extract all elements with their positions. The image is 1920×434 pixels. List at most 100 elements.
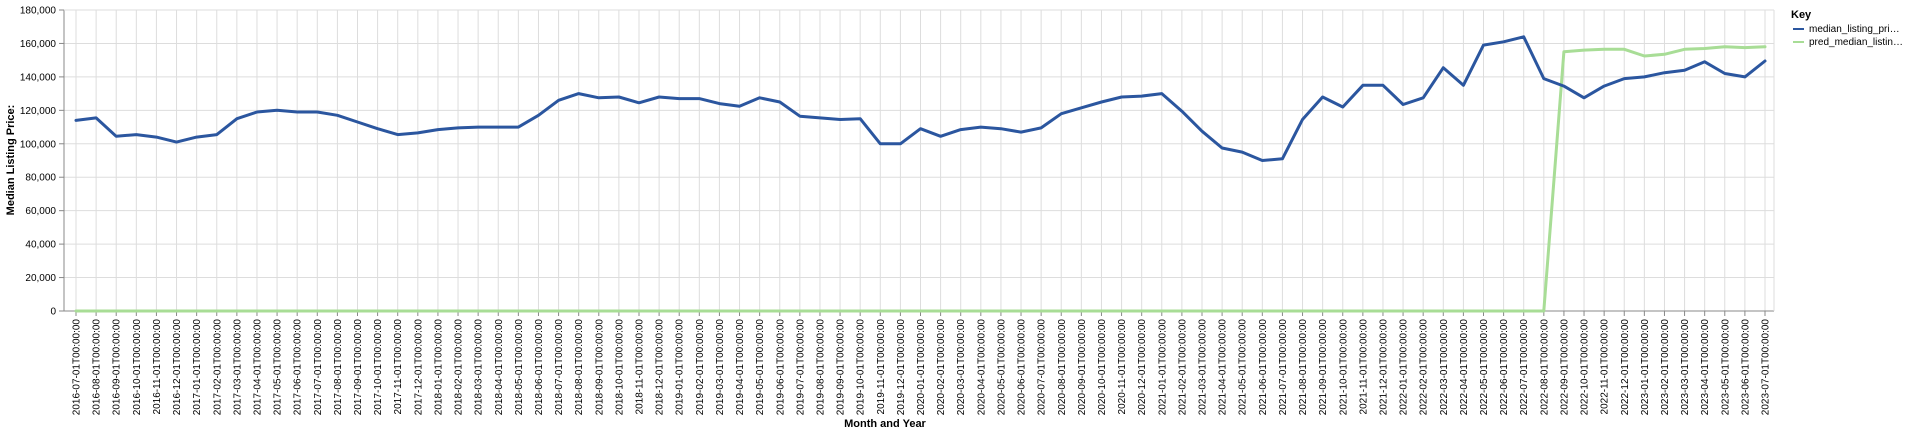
x-tick-label: 2016-09-01T00:00:00	[112, 319, 123, 416]
x-tick-label: 2017-12-01T00:00:00	[413, 319, 424, 416]
x-tick-label: 2021-07-01T00:00:00	[1278, 319, 1289, 416]
x-tick-label: 2017-09-01T00:00:00	[353, 319, 364, 416]
x-tick-label: 2018-04-01T00:00:00	[494, 319, 505, 416]
x-tick-label: 2017-11-01T00:00:00	[393, 319, 404, 415]
series-line-1	[74, 45, 1767, 313]
x-axis-title: Month and Year	[844, 418, 926, 430]
legend-label: pred_median_listin…	[1809, 37, 1903, 48]
x-tick-label: 2023-02-01T00:00:00	[1660, 319, 1671, 416]
y-axis-title: Median Listing Price:	[5, 105, 17, 216]
x-tick-label: 2018-06-01T00:00:00	[534, 319, 545, 416]
x-tick-label: 2018-03-01T00:00:00	[474, 319, 485, 416]
x-tick-label: 2018-12-01T00:00:00	[655, 319, 666, 416]
x-tick-label: 2017-03-01T00:00:00	[232, 319, 243, 416]
x-tick-label: 2018-02-01T00:00:00	[454, 319, 465, 416]
x-tick-label: 2018-07-01T00:00:00	[554, 319, 565, 416]
x-tick-label: 2023-07-01T00:00:00	[1761, 319, 1772, 416]
series-lines	[74, 35, 1767, 313]
x-tick-label: 2019-09-01T00:00:00	[836, 319, 847, 416]
x-tick-label: 2020-04-01T00:00:00	[976, 319, 987, 416]
x-tick-label: 2016-10-01T00:00:00	[132, 319, 143, 416]
x-tick-label: 2019-06-01T00:00:00	[775, 319, 786, 416]
x-tick-label: 2020-06-01T00:00:00	[1017, 319, 1028, 416]
x-tick-label: 2020-10-01T00:00:00	[1097, 319, 1108, 416]
x-axis-ticks: 2016-07-01T00:00:00 2016-08-01T00:00:00 20…	[72, 311, 1772, 415]
x-tick-label: 2020-01-01T00:00:00	[916, 319, 927, 416]
y-tick-label: 0	[50, 307, 56, 318]
series-line-0	[74, 35, 1767, 162]
x-tick-label: 2017-02-01T00:00:00	[212, 319, 223, 416]
x-tick-label: 2018-08-01T00:00:00	[574, 319, 585, 416]
x-tick-label: 2021-12-01T00:00:00	[1378, 319, 1389, 416]
x-tick-label: 2018-05-01T00:00:00	[514, 319, 525, 416]
x-tick-label: 2016-12-01T00:00:00	[172, 319, 183, 416]
x-tick-label: 2023-03-01T00:00:00	[1680, 319, 1691, 416]
x-tick-label: 2022-07-01T00:00:00	[1519, 319, 1530, 416]
legend-title: Key	[1791, 9, 1812, 21]
y-tick-label: 100,000	[20, 139, 57, 150]
x-tick-label: 2019-02-01T00:00:00	[695, 319, 706, 416]
x-tick-label: 2022-09-01T00:00:00	[1559, 319, 1570, 416]
y-tick-label: 180,000	[20, 6, 57, 17]
x-tick-label: 2016-07-01T00:00:00	[72, 319, 83, 416]
x-tick-label: 2021-03-01T00:00:00	[1198, 319, 1209, 416]
x-tick-label: 2019-03-01T00:00:00	[715, 319, 726, 416]
y-tick-label: 80,000	[25, 173, 56, 184]
x-tick-label: 2017-08-01T00:00:00	[333, 319, 344, 416]
x-tick-label: 2022-04-01T00:00:00	[1459, 319, 1470, 416]
x-tick-label: 2022-01-01T00:00:00	[1399, 319, 1410, 416]
x-tick-label: 2020-09-01T00:00:00	[1077, 319, 1088, 416]
x-tick-label: 2017-07-01T00:00:00	[313, 319, 324, 416]
x-tick-label: 2019-05-01T00:00:00	[755, 319, 766, 416]
x-tick-label: 2019-04-01T00:00:00	[735, 319, 746, 416]
x-tick-label: 2020-02-01T00:00:00	[936, 319, 947, 416]
x-tick-label: 2016-08-01T00:00:00	[92, 319, 103, 416]
x-tick-label: 2021-08-01T00:00:00	[1298, 319, 1309, 416]
x-tick-label: 2022-11-01T00:00:00	[1600, 319, 1611, 415]
x-tick-label: 2023-05-01T00:00:00	[1720, 319, 1731, 416]
x-tick-label: 2019-01-01T00:00:00	[675, 319, 686, 416]
y-axis-ticks: 0 20,000 40,000 60,000 80,000 100,000 120,000 1…	[20, 6, 64, 318]
x-tick-label: 2023-01-01T00:00:00	[1640, 319, 1651, 416]
x-tick-label: 2022-05-01T00:00:00	[1479, 319, 1490, 416]
x-tick-label: 2022-08-01T00:00:00	[1539, 319, 1550, 416]
x-tick-label: 2017-10-01T00:00:00	[373, 319, 384, 416]
x-tick-label: 2017-04-01T00:00:00	[252, 319, 263, 416]
x-tick-label: 2021-05-01T00:00:00	[1238, 319, 1249, 416]
x-tick-label: 2021-01-01T00:00:00	[1157, 319, 1168, 416]
y-tick-label: 120,000	[20, 106, 57, 117]
x-tick-label: 2023-06-01T00:00:00	[1740, 319, 1751, 416]
x-tick-label: 2020-05-01T00:00:00	[996, 319, 1007, 416]
y-tick-label: 20,000	[25, 273, 56, 284]
x-tick-label: 2022-10-01T00:00:00	[1580, 319, 1591, 416]
x-tick-label: 2023-04-01T00:00:00	[1700, 319, 1711, 416]
legend: Key median_listing_pri… pred_median_listi…	[1791, 9, 1903, 48]
x-tick-label: 2018-10-01T00:00:00	[614, 319, 625, 416]
x-tick-label: 2020-03-01T00:00:00	[956, 319, 967, 416]
axes	[63, 9, 1775, 312]
y-tick-label: 60,000	[25, 206, 56, 217]
x-tick-label: 2021-11-01T00:00:00	[1358, 319, 1369, 415]
x-tick-label: 2018-11-01T00:00:00	[635, 319, 646, 415]
x-tick-label: 2017-06-01T00:00:00	[293, 319, 304, 416]
x-tick-label: 2017-01-01T00:00:00	[192, 319, 203, 416]
x-tick-label: 2018-01-01T00:00:00	[433, 319, 444, 416]
x-tick-label: 2021-02-01T00:00:00	[1177, 319, 1188, 416]
x-tick-label: 2018-09-01T00:00:00	[594, 319, 605, 416]
x-tick-label: 2019-10-01T00:00:00	[856, 319, 867, 416]
x-tick-label: 2019-11-01T00:00:00	[876, 319, 887, 415]
legend-label: median_listing_pri…	[1809, 24, 1900, 35]
x-tick-label: 2019-08-01T00:00:00	[815, 319, 826, 416]
x-tick-label: 2020-08-01T00:00:00	[1057, 319, 1068, 416]
x-tick-label: 2021-09-01T00:00:00	[1318, 319, 1329, 416]
x-tick-label: 2021-04-01T00:00:00	[1218, 319, 1229, 416]
x-tick-label: 2021-10-01T00:00:00	[1338, 319, 1349, 416]
x-tick-label: 2020-12-01T00:00:00	[1137, 319, 1148, 416]
x-tick-label: 2022-06-01T00:00:00	[1499, 319, 1510, 416]
x-tick-label: 2020-07-01T00:00:00	[1037, 319, 1048, 416]
x-tick-label: 2019-12-01T00:00:00	[896, 319, 907, 416]
y-tick-label: 160,000	[20, 39, 57, 50]
y-tick-label: 40,000	[25, 240, 56, 251]
x-tick-label: 2022-12-01T00:00:00	[1620, 319, 1631, 416]
